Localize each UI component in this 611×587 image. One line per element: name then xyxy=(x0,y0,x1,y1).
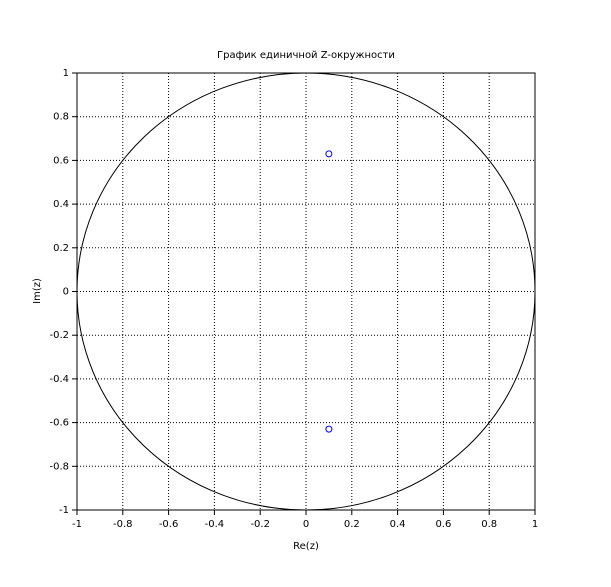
x-tick-label: 1 xyxy=(532,519,538,530)
chart-title: График единичной Z-окружности xyxy=(217,50,395,61)
y-tick-label: -0.2 xyxy=(49,330,69,341)
y-tick-label: 0.8 xyxy=(53,112,69,123)
y-tick-label: -1 xyxy=(59,505,69,516)
y-tick-label: -0.4 xyxy=(49,374,69,385)
x-tick-label: 0 xyxy=(303,519,309,530)
x-tick-label: -1 xyxy=(72,519,82,530)
x-tick-label: 0.2 xyxy=(344,519,360,530)
x-tick-label: 0.6 xyxy=(435,519,451,530)
y-tick-label: -0.6 xyxy=(49,418,69,429)
unit-circle xyxy=(76,72,536,511)
y-tick-label: 1 xyxy=(63,68,69,79)
x-tick-label: 0.4 xyxy=(390,519,406,530)
y-tick-label: 0 xyxy=(63,287,69,298)
y-tick-label: 0.6 xyxy=(53,155,69,166)
point xyxy=(325,150,333,158)
x-tick-label: -0.6 xyxy=(159,519,179,530)
x-tick-label: -0.4 xyxy=(205,519,225,530)
x-tick-label: -0.8 xyxy=(113,519,133,530)
y-tick-label: -0.8 xyxy=(49,461,69,472)
point xyxy=(325,425,333,433)
y-tick-label: 0.2 xyxy=(53,243,69,254)
x-tick-label: 0.8 xyxy=(481,519,497,530)
y-tick-label: 0.4 xyxy=(53,199,69,210)
x-axis-label: Re(z) xyxy=(293,541,319,552)
x-tick-label: -0.2 xyxy=(250,519,270,530)
y-axis-label: Im(z) xyxy=(32,278,43,304)
